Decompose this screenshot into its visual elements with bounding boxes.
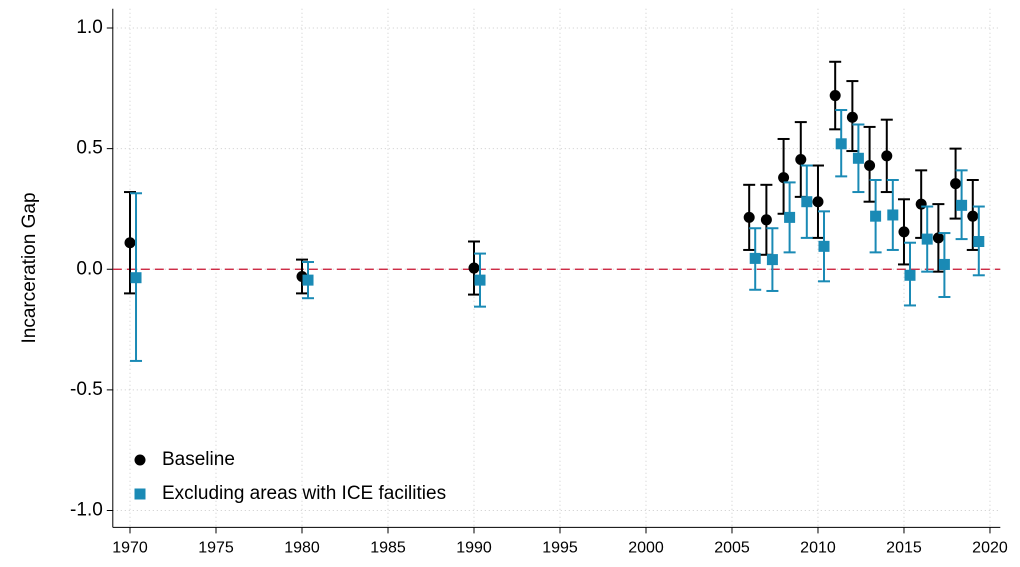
x-tick-label: 2000 (628, 540, 664, 557)
x-tick-label: 2020 (972, 540, 1008, 557)
point (474, 274, 486, 286)
x-tick-label: 2010 (800, 540, 836, 557)
point (881, 150, 893, 162)
point (302, 274, 314, 286)
legend-marker (134, 488, 146, 500)
point (760, 214, 772, 226)
point (812, 196, 824, 208)
point (795, 153, 807, 165)
point (801, 196, 813, 208)
point (932, 232, 944, 244)
point (956, 199, 968, 211)
point (852, 152, 864, 164)
y-axis-label: Incarceration Gap (19, 192, 40, 343)
y-tick-label: 0.5 (76, 138, 102, 159)
y-tick-label: 0.0 (76, 258, 102, 279)
point (904, 269, 916, 281)
point (829, 90, 841, 102)
x-tick-label: 2005 (714, 540, 750, 557)
y-tick-label: 1.0 (76, 17, 102, 38)
x-tick-label: 1980 (284, 540, 320, 557)
point (468, 262, 480, 274)
x-tick-label: 1990 (456, 540, 492, 557)
point (818, 240, 830, 252)
x-tick-label: 1975 (198, 540, 234, 557)
point (835, 138, 847, 150)
y-tick-label: -0.5 (70, 379, 103, 400)
legend-marker (134, 454, 146, 466)
x-tick-label: 1985 (370, 540, 406, 557)
x-tick-label: 2015 (886, 540, 922, 557)
x-tick-label: 1970 (112, 540, 148, 557)
point (870, 210, 882, 222)
point (784, 211, 796, 223)
point (743, 211, 755, 223)
point (124, 237, 136, 249)
point (846, 111, 858, 123)
point (921, 233, 933, 245)
point (766, 254, 778, 266)
legend-label: Baseline (162, 449, 235, 470)
point (950, 178, 962, 190)
legend-label: Excluding areas with ICE facilities (162, 483, 446, 504)
point (915, 198, 927, 210)
point (938, 258, 950, 270)
point (864, 160, 876, 172)
point (778, 172, 790, 184)
point (130, 272, 142, 284)
point (898, 226, 910, 238)
point (887, 209, 899, 221)
x-tick-label: 1995 (542, 540, 578, 557)
point (749, 252, 761, 264)
y-tick-label: -1.0 (70, 500, 103, 521)
point (967, 210, 979, 222)
point (973, 236, 985, 248)
